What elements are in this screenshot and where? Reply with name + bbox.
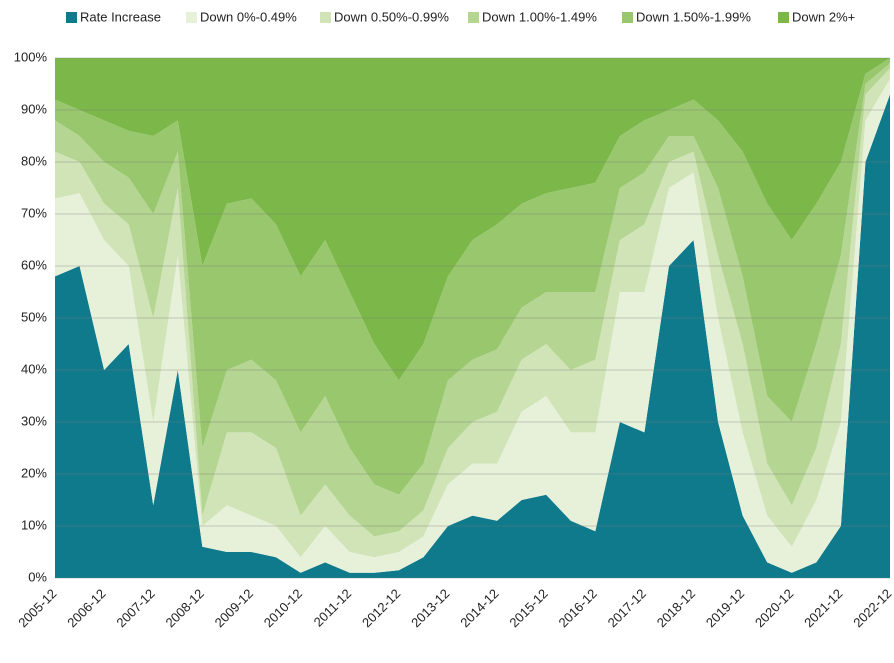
x-tick-label: 2019-12	[703, 586, 747, 630]
x-tick-label: 2009-12	[212, 586, 256, 630]
y-tick-label: 100%	[14, 49, 48, 64]
y-tick-label: 40%	[21, 361, 47, 376]
legend-swatch	[66, 12, 77, 23]
legend-swatch	[778, 12, 789, 23]
x-tick-label: 2005-12	[15, 586, 59, 630]
area	[55, 78, 890, 573]
area	[55, 68, 890, 558]
x-tick-label: 2011-12	[311, 586, 355, 630]
x-tick-label: 2016-12	[555, 586, 599, 630]
y-tick-label: 30%	[21, 413, 47, 428]
y-tick-label: 0%	[28, 569, 47, 584]
x-tick-label: 2021-12	[801, 586, 845, 630]
y-tick-label: 80%	[21, 153, 47, 168]
legend-swatch	[320, 12, 331, 23]
y-tick-label: 70%	[21, 205, 47, 220]
y-tick-label: 10%	[21, 517, 47, 532]
legend-swatch	[186, 12, 197, 23]
y-tick-label: 50%	[21, 309, 47, 324]
legend-label: Down 2%+	[792, 9, 855, 24]
x-tick-label: 2018-12	[654, 586, 698, 630]
y-tick-label: 20%	[21, 465, 47, 480]
legend-label: Down 1.50%-1.99%	[636, 9, 751, 24]
x-tick-label: 2020-12	[752, 586, 796, 630]
x-tick-label: 2015-12	[506, 586, 550, 630]
legend-swatch	[622, 12, 633, 23]
legend-label: Down 1.00%-1.49%	[482, 9, 597, 24]
area	[55, 63, 890, 537]
area	[55, 58, 890, 381]
legend-label: Rate Increase	[80, 9, 161, 24]
x-tick-label: 2022-12	[850, 586, 894, 630]
x-tick-label: 2013-12	[408, 586, 452, 630]
legend-label: Down 0%-0.49%	[200, 9, 297, 24]
x-tick-label: 2017-12	[605, 586, 649, 630]
x-tick-label: 2012-12	[359, 586, 403, 630]
area	[55, 94, 890, 579]
x-tick-label: 2014-12	[457, 586, 501, 630]
area	[55, 58, 890, 495]
x-tick-label: 2007-12	[113, 586, 157, 630]
legend-label: Down 0.50%-0.99%	[334, 9, 449, 24]
y-tick-label: 90%	[21, 101, 47, 116]
y-tick-label: 60%	[21, 257, 47, 272]
legend-swatch	[468, 12, 479, 23]
x-tick-label: 2010-12	[261, 586, 305, 630]
x-tick-label: 2008-12	[163, 586, 207, 630]
x-tick-label: 2006-12	[64, 586, 108, 630]
